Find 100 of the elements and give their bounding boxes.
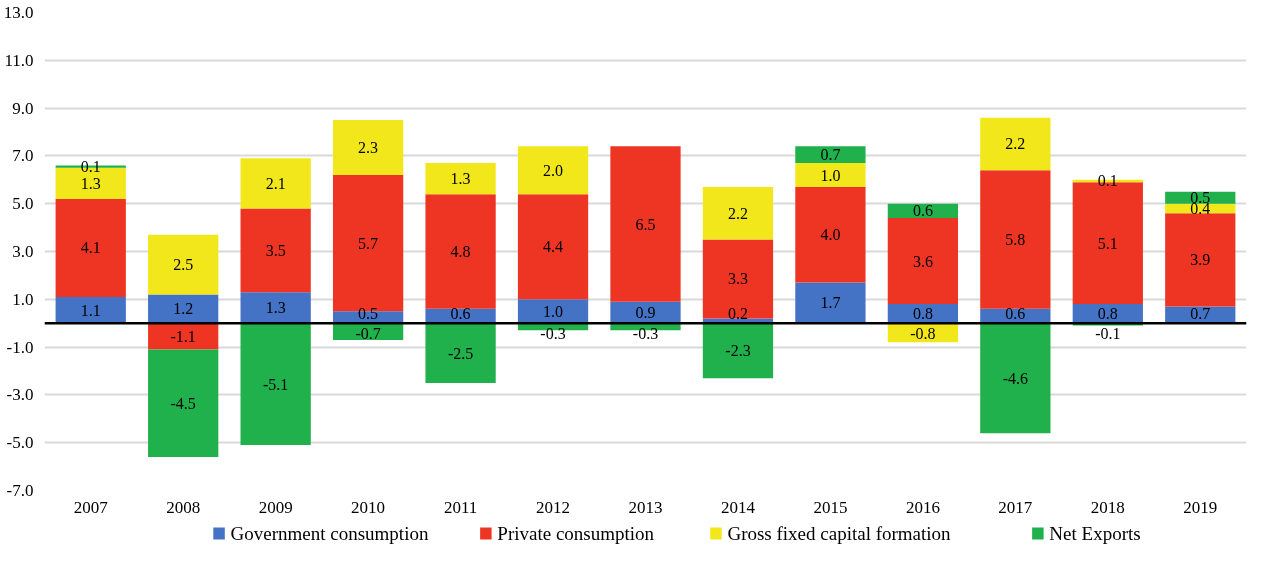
- data-label: 1.3: [80, 174, 101, 192]
- bar: [240, 158, 311, 209]
- x-tick-label: 2011: [443, 497, 478, 517]
- data-label: -0.8: [910, 324, 936, 342]
- data-label: 0.7: [1190, 304, 1211, 322]
- x-tick-label: 2018: [1090, 497, 1125, 517]
- data-label: 5.8: [1005, 231, 1026, 249]
- data-label: 2.1: [265, 174, 286, 192]
- data-label: 4.8: [450, 243, 471, 260]
- data-label: 6.5: [635, 215, 656, 233]
- data-label: 3.3: [727, 270, 748, 288]
- data-label: 2.2: [727, 204, 748, 222]
- bar: [702, 323, 774, 379]
- data-label: 0.1: [1097, 172, 1118, 190]
- bar: [795, 186, 866, 283]
- bar: [795, 282, 866, 324]
- data-label: 0.7: [820, 146, 841, 164]
- data-label: -1.1: [170, 327, 196, 345]
- bar: [148, 349, 219, 458]
- data-label: 4.0: [820, 226, 841, 244]
- data-label: 0.9: [635, 303, 656, 321]
- legend-label: Gross fixed capital formation: [727, 523, 952, 544]
- data-label: 5.1: [1097, 234, 1118, 252]
- bar: [240, 208, 311, 293]
- x-tick-label: 2010: [351, 497, 386, 517]
- data-label: 0.8: [1097, 304, 1118, 322]
- y-tick-label: 7.0: [12, 146, 34, 166]
- data-label: -0.7: [355, 324, 381, 342]
- data-label: -0.3: [632, 324, 659, 342]
- bar: [980, 117, 1051, 171]
- data-label: -4.5: [170, 394, 196, 412]
- data-label: -2.3: [725, 342, 751, 360]
- data-label: 2.3: [358, 139, 379, 157]
- data-label: 0.2: [727, 304, 748, 322]
- x-tick-label: 2007: [73, 497, 109, 517]
- x-tick-label: 2013: [628, 497, 663, 517]
- data-label: 1.7: [820, 294, 841, 312]
- y-tick-label: -7.0: [6, 481, 34, 500]
- x-tick-label: 2016: [905, 497, 940, 517]
- y-tick-label: -5.0: [6, 433, 34, 453]
- data-label: -2.5: [447, 344, 474, 362]
- data-label: 2.0: [543, 161, 564, 179]
- data-label: 3.5: [265, 241, 286, 259]
- bar: [148, 323, 219, 350]
- data-label: 4.4: [543, 238, 564, 256]
- y-tick-label: -1.0: [6, 337, 34, 357]
- legend-label: Government consumption: [230, 523, 429, 544]
- x-tick-label: 2012: [536, 497, 571, 517]
- y-tick-label: 13.0: [3, 3, 34, 22]
- data-label: -0.1: [1095, 324, 1121, 342]
- legend-label: Private consumption: [497, 523, 655, 544]
- x-tick-label: 2014: [720, 497, 756, 517]
- data-label: 2.2: [1005, 135, 1026, 153]
- legend-label: Net Exports: [1049, 523, 1141, 544]
- x-tick-label: 2009: [258, 497, 293, 517]
- bar: [425, 194, 496, 309]
- y-tick-label: 9.0: [12, 98, 34, 118]
- x-tick-label: 2015: [813, 497, 848, 517]
- bar: [795, 146, 866, 164]
- y-tick-label: 11.0: [4, 50, 34, 70]
- data-label: 0.6: [912, 202, 933, 220]
- bar: [887, 218, 959, 305]
- data-label: 1.0: [543, 302, 564, 320]
- x-tick-label: 2019: [1183, 497, 1218, 517]
- bar: [980, 323, 1051, 434]
- data-label: 5.7: [358, 234, 379, 252]
- bar: [55, 296, 126, 324]
- data-label: 4.1: [80, 239, 101, 257]
- y-tick-label: 5.0: [12, 194, 34, 214]
- bar: [55, 198, 126, 297]
- bar: [702, 186, 774, 240]
- data-label: 0.6: [1005, 304, 1026, 322]
- x-tick-label: 2017: [998, 497, 1033, 517]
- data-label: 3.9: [1190, 251, 1211, 269]
- bar: [1165, 213, 1236, 307]
- bar: [425, 323, 496, 383]
- bar: [240, 323, 311, 446]
- bar: [148, 234, 219, 295]
- data-label: 3.6: [912, 252, 933, 270]
- y-tick-label: -3.0: [6, 385, 34, 405]
- data-label: -5.1: [262, 375, 289, 393]
- bar: [517, 299, 589, 324]
- bar: [610, 146, 681, 302]
- data-label: 1.0: [820, 166, 841, 184]
- data-label: 1.2: [173, 300, 194, 318]
- data-label: 0.8: [912, 304, 933, 322]
- data-label: 2.5: [173, 256, 194, 274]
- bar: [517, 146, 589, 195]
- bar: [795, 163, 866, 187]
- bar: [702, 239, 774, 319]
- data-label: -0.3: [540, 324, 566, 342]
- bar: [425, 163, 496, 195]
- data-label: 1.3: [265, 299, 286, 317]
- y-tick-label: 3.0: [12, 242, 34, 261]
- bar: [980, 170, 1051, 309]
- x-tick-label: 2008: [166, 497, 201, 517]
- data-label: 0.1: [80, 158, 101, 176]
- data-label: -4.6: [1002, 369, 1029, 387]
- data-label: 1.3: [450, 170, 471, 188]
- y-tick-label: 1.0: [12, 289, 34, 309]
